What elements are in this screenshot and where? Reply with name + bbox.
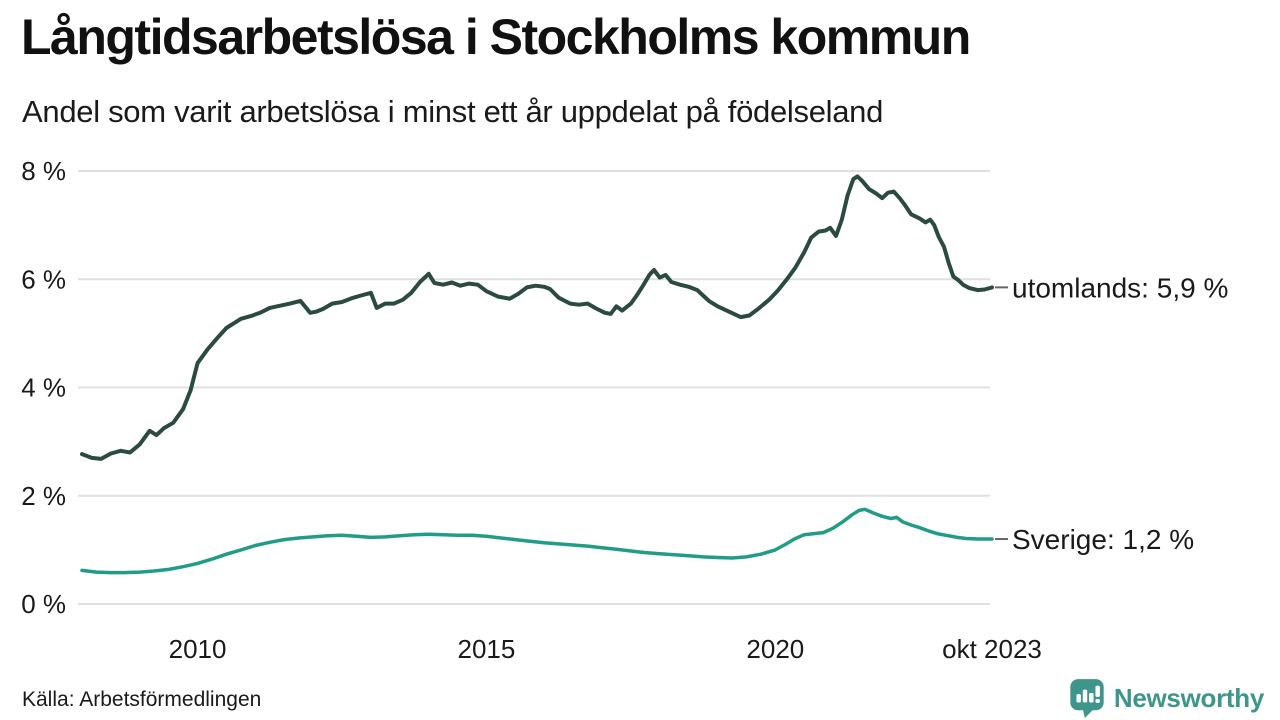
x-axis-tick-label: 2015 xyxy=(458,634,516,664)
y-axis-tick-label: 4 % xyxy=(21,373,66,403)
logo-bar-2 xyxy=(1082,689,1088,703)
newsworthy-logo-icon xyxy=(1070,679,1104,718)
newsworthy-brand: Newsworthy xyxy=(1069,678,1264,718)
series-end-label-Sverige: Sverige: 1,2 % xyxy=(1012,524,1194,555)
series-line-Sverige xyxy=(80,507,994,575)
series-line-utomlands xyxy=(80,174,994,461)
logo-bar-1 xyxy=(1076,694,1081,703)
brand-name: Newsworthy xyxy=(1113,682,1264,713)
y-axis-tick-label: 6 % xyxy=(21,264,66,294)
x-axis-tick-label: 2010 xyxy=(169,634,227,664)
y-axis-tick-label: 2 % xyxy=(21,481,66,511)
y-axis-tick-label: 8 % xyxy=(21,156,66,186)
x-axis-tick-label: okt 2023 xyxy=(942,634,1042,664)
chart-title: Långtidsarbetslösa i Stockholms kommun xyxy=(21,9,971,65)
logo-exclamation-dot xyxy=(1095,699,1100,703)
logo-bar-3 xyxy=(1088,693,1094,703)
y-axis-tick-label: 0 % xyxy=(21,589,66,619)
chart-subtitle: Andel som varit arbetslösa i minst ett å… xyxy=(22,94,884,129)
logo-exclamation-bar xyxy=(1095,685,1100,697)
source-attribution: Källa: Arbetsförmedlingen xyxy=(22,688,262,711)
series-end-label-utomlands: utomlands: 5,9 % xyxy=(1012,272,1228,303)
x-axis-tick-label: 2020 xyxy=(746,634,804,664)
